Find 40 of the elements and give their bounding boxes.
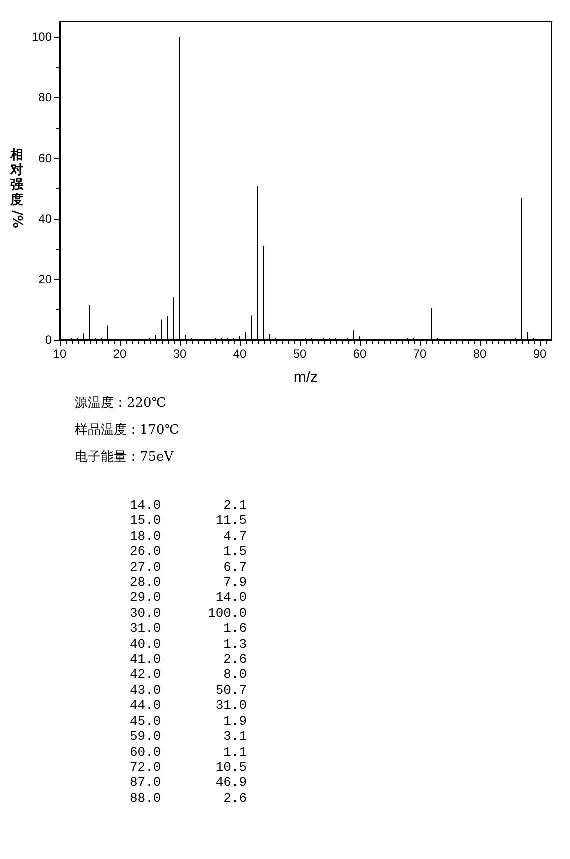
text: 45.0 1.9	[130, 714, 248, 730]
text: 26.0 1.5	[130, 544, 248, 560]
text: 15.0 11.5	[130, 513, 248, 529]
text: 源温度：220℃	[75, 395, 168, 413]
text: 28.0 7.9	[130, 575, 248, 590]
x-tick-label: 10	[53, 347, 67, 361]
text: 18.0 4.7	[130, 528, 248, 544]
text: 87.0 46.9	[130, 775, 248, 791]
text: 40.0 1.3	[130, 636, 248, 652]
y-axis-title: 相对强度/%	[8, 148, 26, 228]
text: 14.0 2.1	[130, 498, 248, 514]
text: 29.0 14.0	[130, 590, 248, 606]
x-tick-label: 20	[113, 347, 127, 361]
text: 60.0 1.1	[130, 744, 248, 760]
x-tick-label: 60	[353, 347, 367, 361]
text: 27.0 6.7	[130, 560, 248, 576]
x-tick-label: 80	[473, 347, 487, 361]
y-tick-label: 100	[32, 30, 52, 44]
x-tick-label: 90	[533, 347, 547, 361]
x-tick-label: 40	[233, 347, 247, 361]
y-tick-label: 80	[38, 90, 52, 105]
x-tick-label: 70	[413, 347, 427, 361]
text: 41.0 2.6	[130, 652, 248, 668]
text: 样品温度：170℃	[75, 422, 180, 440]
text: 43.0 50.7	[130, 682, 248, 698]
text: 30.0 100.0	[130, 606, 248, 622]
text: 44.0 31.0	[130, 698, 248, 714]
x-tick-label: 30	[173, 347, 187, 361]
text: 电子能量：75eV	[75, 449, 175, 467]
text: 88.0 2.6	[130, 790, 248, 806]
text: 72.0 10.5	[130, 760, 248, 776]
y-tick-label: 40	[38, 212, 52, 226]
y-tick-label: 20	[38, 272, 52, 286]
text: 59.0 3.1	[130, 729, 248, 744]
y-tick-label: 0	[45, 333, 52, 347]
x-tick-label: 50	[293, 347, 307, 361]
text: 31.0 1.6	[130, 621, 248, 637]
y-tick-label: 60	[38, 151, 52, 166]
x-axis-title: m/z	[294, 369, 318, 386]
text: 42.0 8.0	[130, 667, 248, 683]
